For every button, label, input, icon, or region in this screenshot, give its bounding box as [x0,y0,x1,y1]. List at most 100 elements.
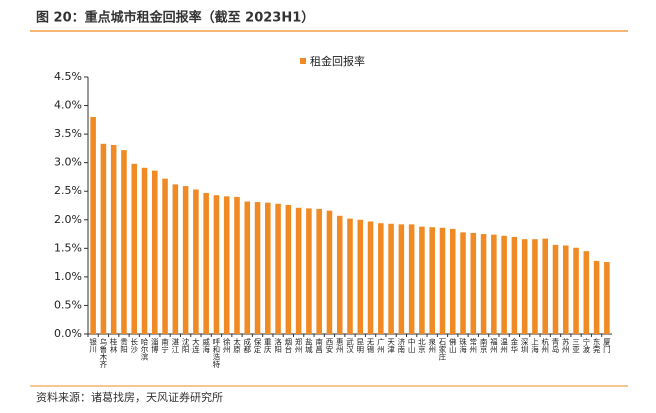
x-tick-label: 宁波 [582,337,591,355]
x-tick-label: 太原 [232,337,241,354]
bar [378,223,384,334]
x-tick-label: 广州 [376,337,385,354]
x-tick-label: 洛阳 [273,337,282,355]
x-tick-label: 武汉 [345,337,354,355]
bar [213,195,220,334]
x-tick-label: 温州 [499,338,508,354]
x-tick-label: 上海 [530,338,539,355]
bar [388,223,394,334]
bar [491,234,497,334]
bar [460,232,466,334]
x-tick-label: 大连 [191,337,200,355]
x-tick-label: 保定 [253,338,262,355]
bar [336,215,343,334]
x-tick-label: 珠海 [458,337,467,355]
x-tick-label: 淄博 [150,337,159,355]
bar [295,207,302,334]
bar [121,150,127,334]
bar [162,178,168,334]
x-tick-label: 常州 [469,338,478,354]
x-tick-label: 北京 [417,338,426,355]
bar [326,210,333,334]
x-tick-label: 金华 [510,337,519,355]
x-tick-label: 南昌 [314,337,323,355]
bar [449,228,456,334]
bar [593,260,600,334]
y-tick-label: 4.5% [54,70,82,83]
y-tick-label: 0.5% [54,298,82,311]
bar [419,226,425,334]
x-tick-label: 深圳 [520,338,529,355]
y-tick-label: 3.5% [54,127,82,140]
bar [265,202,271,334]
x-tick-label: 乌鲁木齐 [99,337,108,370]
bar [501,235,507,334]
x-tick-label: 郑州 [294,337,303,354]
bar [306,208,312,334]
x-tick-label: 石家庄 [438,338,447,362]
x-tick-label: 呼和浩特 [212,337,221,369]
bar [552,244,559,334]
bar [542,238,548,334]
x-tick-label: 沈阳 [181,337,190,355]
x-tick-label: 成都 [243,337,252,355]
bar [439,227,446,334]
x-tick-label: 天津 [386,338,395,355]
y-tick-label: 3.0% [54,156,82,169]
legend-label: 租金回报率 [310,54,365,68]
x-tick-label: 济南 [397,337,406,354]
y-tick-label: 1.5% [54,241,82,254]
x-tick-label: 徐州 [222,337,231,354]
bar [398,224,405,334]
x-tick-label: 南京 [479,337,488,355]
x-tick-label: 银川 [88,338,97,354]
legend-swatch [300,58,306,64]
y-tick-label: 0.0% [54,327,82,340]
y-tick-label: 4.0% [54,99,82,112]
x-tick-label: 无锡 [366,338,375,355]
x-tick-label: 重庆 [263,338,272,355]
bar [203,192,209,334]
bar [182,186,189,334]
bar [254,202,261,334]
bar [152,170,158,334]
x-tick-label: 南宁 [160,337,169,354]
bar [429,227,435,334]
bar [100,143,107,334]
x-tick-label: 哈尔滨 [140,337,149,362]
x-tick-label: 杭州 [540,337,549,354]
bar [532,239,538,334]
bar [141,167,148,334]
bar [285,204,292,334]
bar [347,218,353,334]
x-tick-label: 烟台 [284,338,293,355]
bar [562,245,569,334]
source: 资料来源：诸葛找房，天风证券研究所 [36,390,223,404]
bar [521,239,528,334]
chart-title: 图 20：重点城市租金回报率（截至 2023H1） [36,10,314,26]
x-tick-label: 西安 [325,338,334,355]
bar [234,196,240,334]
x-tick-label: 惠州 [335,337,344,354]
x-tick-label: 福州 [489,338,498,354]
bar [357,219,364,334]
bar [316,208,322,334]
bar [90,116,96,334]
bar [275,203,281,334]
bar [583,251,590,334]
bar [470,232,477,334]
bar [511,236,518,334]
x-tick-label: 东莞 [592,337,601,355]
bar [604,262,610,334]
x-tick-label: 三亚 [571,338,580,353]
x-tick-label: 泉州 [427,337,436,354]
x-tick-label: 贵阳 [119,337,128,355]
x-tick-label: 湛江 [171,338,180,355]
y-tick-label: 1.0% [54,270,82,283]
bar [110,144,117,334]
x-tick-label: 威海 [201,337,210,355]
x-tick-label: 青岛 [551,337,560,355]
y-tick-label: 2.5% [54,184,82,197]
x-tick-label: 佛山 [448,337,457,355]
bar [244,201,251,334]
